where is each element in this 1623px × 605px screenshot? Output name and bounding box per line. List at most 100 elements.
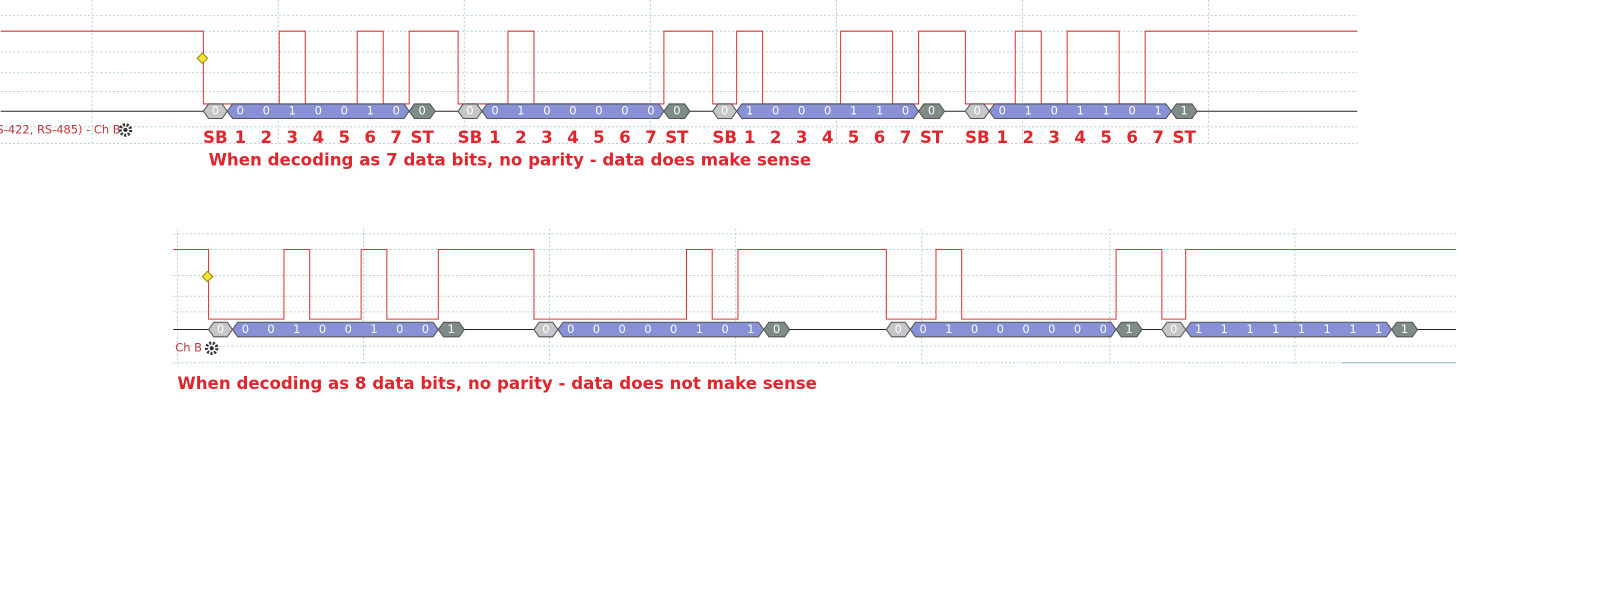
data-bit-value: 0 xyxy=(345,322,352,336)
bit-label: 3 xyxy=(541,128,553,147)
data-bit-value: 0 xyxy=(422,322,429,336)
data-bit-value: 0 xyxy=(647,104,654,118)
bit-label: 3 xyxy=(796,128,808,147)
bit-label: 4 xyxy=(1074,128,1086,147)
data-bit-value: 0 xyxy=(341,104,348,118)
bit-label: 2 xyxy=(260,128,272,147)
data-bit-value: 0 xyxy=(997,322,1004,336)
data-bit-value: 1 xyxy=(293,322,300,336)
data-bit-value: 0 xyxy=(644,322,651,336)
bit-label: 5 xyxy=(593,128,605,147)
stop-bit-cell xyxy=(663,103,691,120)
data-bit-value: 1 xyxy=(746,104,753,118)
data-bit-value: 0 xyxy=(491,104,498,118)
data-bit-value: 1 xyxy=(370,322,377,336)
stop-bit-cell xyxy=(437,321,465,338)
waveform xyxy=(173,248,1457,320)
data-bit-value: 1 xyxy=(1221,322,1228,336)
start-bit-value: 0 xyxy=(974,104,981,118)
stop-bit-value: 1 xyxy=(1125,322,1132,336)
data-bits-cell xyxy=(557,321,765,338)
start-bit-value: 0 xyxy=(217,322,224,336)
start-bit-value: 0 xyxy=(542,322,549,336)
stop-bit-cell xyxy=(1170,103,1198,120)
data-bit-value: 1 xyxy=(1195,322,1202,336)
data-bit-value: 0 xyxy=(798,104,805,118)
start-bit-value: 0 xyxy=(1170,322,1177,336)
bit-label: 7 xyxy=(900,128,912,147)
bit-label: 3 xyxy=(1048,128,1060,147)
data-bit-value: 1 xyxy=(1077,104,1084,118)
data-bit-value: 0 xyxy=(569,104,576,118)
data-bit-value: 0 xyxy=(721,322,728,336)
stop-bit-cell xyxy=(917,103,946,120)
annotation: When decoding as 8 data bits, no parity … xyxy=(177,374,817,393)
bit-label: 2 xyxy=(1022,128,1034,147)
stop-bit-value: 1 xyxy=(1181,104,1188,118)
data-bit-value: 0 xyxy=(567,322,574,336)
bit-label: 4 xyxy=(567,128,579,147)
data-bit-value: 0 xyxy=(595,104,602,118)
bit-label: 1 xyxy=(489,128,501,147)
bit-label: 5 xyxy=(848,128,860,147)
data-bit-value: 0 xyxy=(971,322,978,336)
data-bit-value: 1 xyxy=(1375,322,1382,336)
bit-label: 5 xyxy=(338,128,350,147)
bit-label: SB xyxy=(458,128,483,147)
data-bit-value: 1 xyxy=(876,104,883,118)
start-bit-value: 0 xyxy=(895,322,902,336)
data-bit-value: 1 xyxy=(1155,104,1162,118)
data-bit-value: 0 xyxy=(267,322,274,336)
data-bit-value: 0 xyxy=(1129,104,1136,118)
bit-label: 2 xyxy=(515,128,527,147)
data-bit-value: 0 xyxy=(263,104,270,118)
start-bit-value: 0 xyxy=(212,104,219,118)
data-bit-value: 0 xyxy=(393,104,400,118)
data-bit-value: 0 xyxy=(242,322,249,336)
stop-bit-value: 0 xyxy=(773,322,780,336)
bit-label: 6 xyxy=(619,128,631,147)
data-bit-value: 0 xyxy=(1100,322,1107,336)
stop-bit-cell xyxy=(1115,321,1143,338)
data-bit-value: 1 xyxy=(696,322,703,336)
data-bit-value: 1 xyxy=(747,322,754,336)
stop-bit-cell xyxy=(408,103,436,120)
data-bits-cell xyxy=(909,321,1117,338)
data-bit-value: 1 xyxy=(1324,322,1331,336)
bit-label: ST xyxy=(665,128,689,147)
data-bit-value: 0 xyxy=(237,104,244,118)
data-bit-value: 0 xyxy=(999,104,1006,118)
gear-hub xyxy=(209,346,214,351)
bit-label: 5 xyxy=(1100,128,1112,147)
annotation: When decoding as 7 data bits, no parity … xyxy=(209,151,812,170)
data-bit-value: 1 xyxy=(1246,322,1253,336)
stop-bit-value: 0 xyxy=(673,104,680,118)
channel-label: Ch B xyxy=(175,341,202,355)
data-bit-value: 0 xyxy=(772,104,779,118)
bit-label: 2 xyxy=(770,128,782,147)
data-bit-value: 1 xyxy=(1272,322,1279,336)
stop-bit-value: 0 xyxy=(928,104,935,118)
data-bit-value: 1 xyxy=(1349,322,1356,336)
settings-gear[interactable] xyxy=(204,341,219,355)
stop-bit-value: 1 xyxy=(1401,322,1408,336)
stop-bit-cell xyxy=(763,321,791,338)
data-bit-value: 0 xyxy=(670,322,677,336)
data-bit-value: 0 xyxy=(396,322,403,336)
gear-hub xyxy=(123,127,128,133)
data-bit-value: 0 xyxy=(824,104,831,118)
data-bit-value: 0 xyxy=(619,322,626,336)
settings-gear[interactable] xyxy=(118,123,133,137)
data-bit-value: 0 xyxy=(1074,322,1081,336)
bit-label: ST xyxy=(1173,128,1197,147)
channel-label: S-422, RS-485) - Ch B xyxy=(0,122,121,136)
bit-label: 4 xyxy=(822,128,834,147)
data-bits-cell xyxy=(1185,321,1393,338)
stop-bit-cell xyxy=(1390,321,1419,338)
bit-label: SB xyxy=(965,128,990,147)
bit-label: ST xyxy=(920,128,944,147)
bit-label: SB xyxy=(203,128,228,147)
data-bit-value: 0 xyxy=(543,104,550,118)
